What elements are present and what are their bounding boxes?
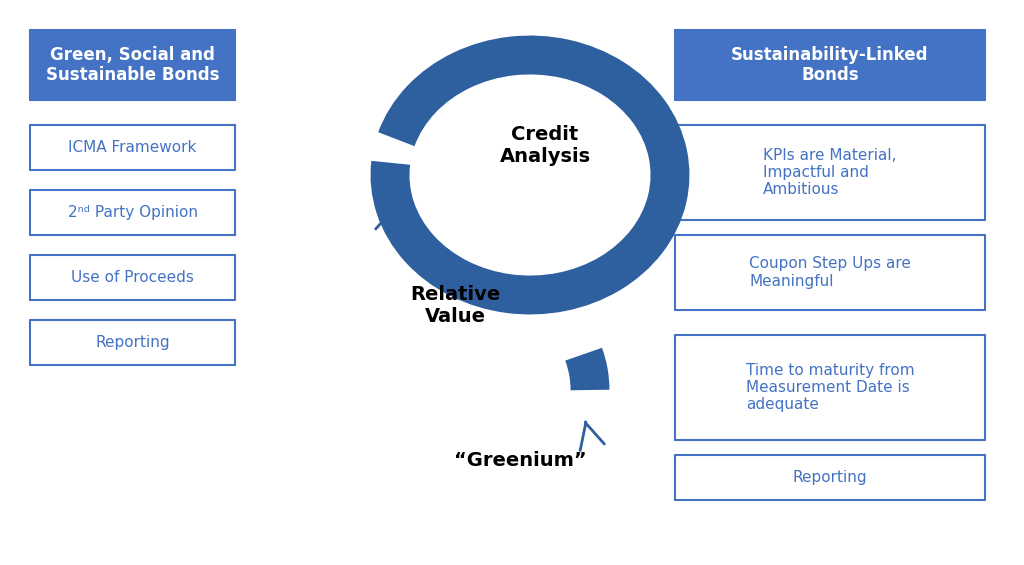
Text: Reporting: Reporting — [793, 470, 867, 485]
Text: Coupon Step Ups are
Meaningful: Coupon Step Ups are Meaningful — [750, 257, 911, 289]
Text: Time to maturity from
Measurement Date is
adequate: Time to maturity from Measurement Date i… — [745, 363, 914, 412]
FancyBboxPatch shape — [675, 125, 985, 220]
Text: “Greenium”: “Greenium” — [454, 450, 587, 470]
Text: ICMA Framework: ICMA Framework — [69, 140, 197, 155]
FancyBboxPatch shape — [675, 30, 985, 100]
FancyBboxPatch shape — [675, 235, 985, 310]
Text: Use of Proceeds: Use of Proceeds — [71, 270, 194, 285]
FancyBboxPatch shape — [675, 455, 985, 500]
Text: Green, Social and
Sustainable Bonds: Green, Social and Sustainable Bonds — [46, 46, 219, 84]
FancyBboxPatch shape — [30, 320, 236, 365]
Text: Sustainability-Linked
Bonds: Sustainability-Linked Bonds — [731, 46, 929, 84]
Text: KPIs are Material,
Impactful and
Ambitious: KPIs are Material, Impactful and Ambitio… — [763, 147, 897, 197]
Text: Reporting: Reporting — [95, 335, 170, 350]
Text: Relative
Value: Relative Value — [410, 285, 500, 325]
FancyBboxPatch shape — [675, 335, 985, 440]
FancyBboxPatch shape — [30, 30, 236, 100]
Text: Credit
Analysis: Credit Analysis — [500, 124, 591, 166]
FancyBboxPatch shape — [30, 255, 236, 300]
Text: 2ⁿᵈ Party Opinion: 2ⁿᵈ Party Opinion — [68, 205, 198, 220]
FancyBboxPatch shape — [30, 190, 236, 235]
FancyBboxPatch shape — [30, 125, 236, 170]
